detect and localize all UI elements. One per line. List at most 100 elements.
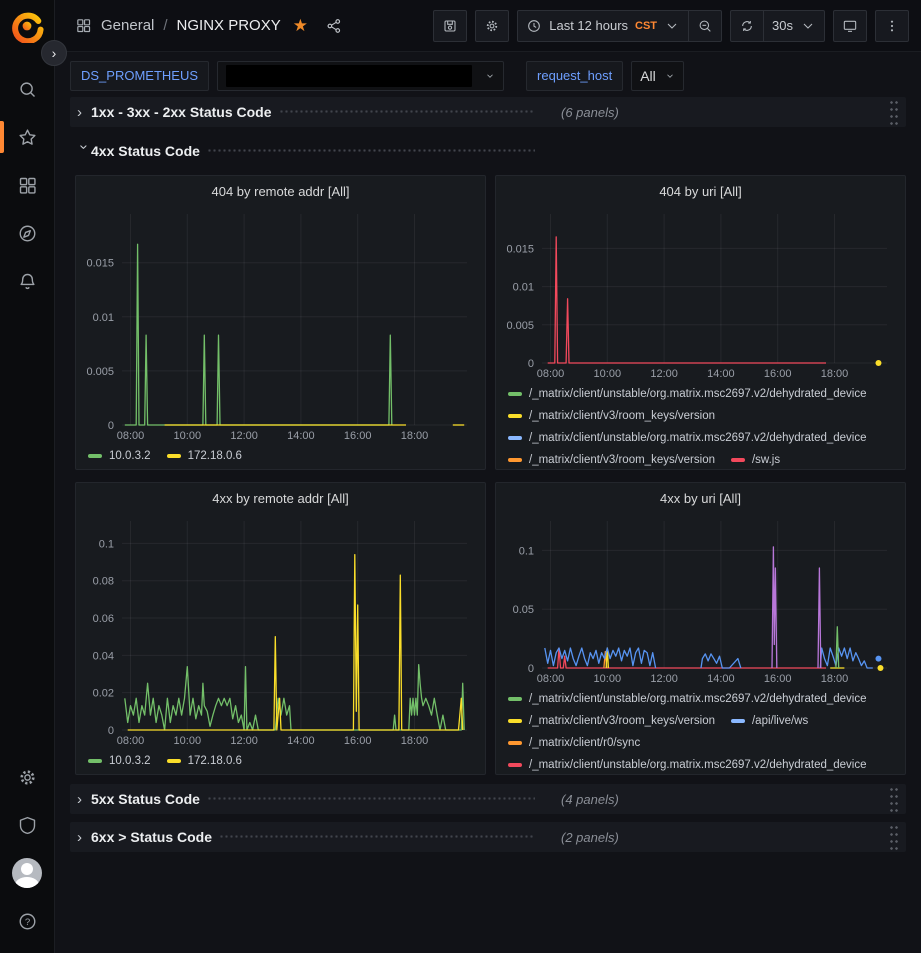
sidebar-item-profile[interactable]: [0, 849, 55, 897]
legend-item[interactable]: /_matrix/client/unstable/org.matrix.msc2…: [508, 688, 867, 710]
breadcrumb-separator: /: [163, 17, 168, 34]
refresh-group: 30s: [730, 9, 825, 42]
svg-text:12:00: 12:00: [650, 673, 678, 685]
kebab-menu-icon: [890, 20, 894, 31]
svg-text:0: 0: [108, 420, 114, 432]
dotted-leader: [206, 796, 535, 800]
sidebar-item-search[interactable]: [0, 65, 55, 113]
panel-title[interactable]: 4xx by remote addr [All]: [212, 490, 349, 506]
sidebar-item-starred[interactable]: [0, 113, 55, 161]
sidebar-item-explore[interactable]: [0, 209, 55, 257]
row-drag-handle[interactable]: [889, 786, 899, 812]
svg-text:16:00: 16:00: [764, 673, 792, 685]
legend-item[interactable]: /_matrix/client/v3/room_keys/version: [508, 710, 715, 732]
row-drag-handle[interactable]: [889, 824, 899, 850]
variable-value: All: [640, 67, 656, 84]
row-header-5xx[interactable]: › 5xx Status Code (4 panels): [70, 784, 906, 814]
sidebar-item-settings[interactable]: [0, 753, 55, 801]
legend-item[interactable]: /sw.js: [730, 449, 780, 469]
legend-item[interactable]: /_matrix/client/unstable/org.matrix.msc2…: [508, 427, 867, 449]
legend-swatch: [508, 458, 522, 462]
tv-mode-button[interactable]: [833, 9, 867, 42]
panel-legend: /_matrix/client/unstable/org.matrix.msc2…: [496, 686, 905, 774]
expand-sidebar-button[interactable]: ›: [41, 40, 67, 66]
svg-text:0.015: 0.015: [506, 243, 534, 255]
favorite-star-icon[interactable]: ★: [292, 15, 308, 35]
refresh-button[interactable]: [730, 9, 765, 42]
panel-title[interactable]: 404 by uri [All]: [659, 183, 742, 199]
share-icon[interactable]: [325, 17, 343, 35]
legend-item[interactable]: /_matrix/client/v3/room_keys/version: [508, 449, 715, 469]
chart-area-4xx-by-uri[interactable]: 0 0.05 0.1 08:00 10:00 12:00 14:00 16:00 18:00: [502, 513, 899, 686]
zoom-out-icon: [699, 20, 711, 32]
chevron-down-icon: [667, 23, 677, 29]
legend-swatch: [508, 414, 522, 418]
svg-text:0.04: 0.04: [93, 650, 114, 662]
svg-text:16:00: 16:00: [344, 735, 372, 747]
panel-legend: 10.0.3.2 172.18.0.6: [76, 748, 485, 774]
svg-text:10:00: 10:00: [174, 735, 202, 747]
chart-area-4xx-by-remote-addr[interactable]: 0 0.02 0.04 0.06 0.08 0.1 08:00 10:00 12:00 14:00…: [82, 513, 479, 748]
shield-icon: [19, 816, 35, 834]
dashboard-settings-button[interactable]: [475, 9, 510, 42]
row-panel-count: (4 panels): [561, 791, 619, 807]
legend-item[interactable]: /_matrix/client/r0/sync: [508, 732, 640, 754]
redacted-value: [226, 64, 473, 87]
svg-text:08:00: 08:00: [537, 368, 565, 380]
row-header-4xx[interactable]: › 4xx Status Code: [70, 136, 906, 166]
legend-swatch: [508, 741, 522, 745]
svg-text:0.08: 0.08: [93, 576, 114, 588]
row-header-1xx-3xx-2xx[interactable]: › 1xx - 3xx - 2xx Status Code (6 panels): [70, 97, 906, 127]
legend-label: 172.18.0.6: [187, 755, 242, 767]
row-header-6xx[interactable]: › 6xx > Status Code (2 panels): [70, 822, 906, 852]
svg-text:18:00: 18:00: [821, 368, 849, 380]
zoom-out-time-button[interactable]: [689, 9, 723, 42]
legend-label: /_matrix/client/unstable/org.matrix.msc2…: [529, 388, 867, 400]
svg-text:0: 0: [108, 725, 114, 737]
save-icon: [444, 19, 456, 32]
sidebar-item-dashboards[interactable]: [0, 161, 55, 209]
row-panel-count: (6 panels): [561, 104, 619, 120]
more-options-button[interactable]: [875, 9, 909, 42]
legend-item[interactable]: /api/live/ws: [730, 710, 808, 732]
legend-label: /_matrix/client/v3/room_keys/version: [529, 454, 715, 466]
legend-label: /_matrix/client/unstable/org.matrix.msc2…: [529, 432, 867, 444]
row-panel-count: (2 panels): [561, 829, 619, 845]
legend-item[interactable]: 172.18.0.6: [166, 750, 242, 772]
time-range-picker[interactable]: Last 12 hours CST: [517, 9, 690, 42]
panel-grid: 404 by remote addr [All] 0 0.005 0.01 0.015 0…: [75, 175, 906, 775]
gear-icon: [487, 20, 498, 31]
chevron-down-icon: [487, 73, 493, 78]
grafana-logo-icon[interactable]: [10, 9, 44, 43]
panel-title[interactable]: 404 by remote addr [All]: [211, 183, 350, 199]
svg-text:0.01: 0.01: [93, 312, 114, 324]
svg-text:0.02: 0.02: [93, 688, 114, 700]
row-drag-handle[interactable]: [889, 99, 899, 125]
chevron-down-icon: ›: [75, 144, 93, 149]
panel-title[interactable]: 4xx by uri [All]: [660, 490, 741, 506]
save-dashboard-button[interactable]: [433, 9, 468, 42]
legend-swatch: [508, 697, 522, 701]
legend-item[interactable]: /_matrix/client/unstable/org.matrix.msc2…: [508, 383, 867, 405]
chart-area-404-by-remote-addr[interactable]: 0 0.005 0.01 0.015 08:00 10:00 12:00 14:00 16:00…: [82, 206, 479, 443]
time-range-label: Last 12 hours: [549, 18, 629, 33]
legend-item[interactable]: 10.0.3.2: [88, 750, 151, 772]
svg-text:12:00: 12:00: [230, 430, 258, 442]
sidebar-item-help[interactable]: ?: [0, 897, 55, 945]
legend-item[interactable]: /_matrix/client/v3/room_keys/version: [508, 405, 715, 427]
breadcrumb-section[interactable]: General: [101, 17, 155, 34]
legend-label: /_matrix/client/unstable/org.matrix.msc2…: [529, 693, 867, 705]
chart-area-404-by-uri[interactable]: 0 0.005 0.01 0.015 08:00 10:00 12:00 14:00 16:00…: [502, 206, 899, 381]
legend-item[interactable]: /_matrix/client/unstable/org.matrix.msc2…: [508, 754, 867, 774]
star-icon: [18, 128, 36, 145]
legend-item[interactable]: 10.0.3.2: [88, 445, 151, 467]
variable-select-ds-prometheus[interactable]: [217, 60, 505, 91]
chevron-right-icon: ›: [77, 103, 82, 121]
svg-text:0.01: 0.01: [513, 282, 534, 294]
legend-item[interactable]: 172.18.0.6: [166, 445, 242, 467]
sidebar-item-server-admin[interactable]: [0, 801, 55, 849]
sidebar-item-alerting[interactable]: [0, 257, 55, 305]
variable-select-request-host[interactable]: All: [631, 60, 684, 91]
refresh-interval-picker[interactable]: 30s: [764, 9, 825, 42]
svg-text:0.05: 0.05: [513, 604, 534, 616]
